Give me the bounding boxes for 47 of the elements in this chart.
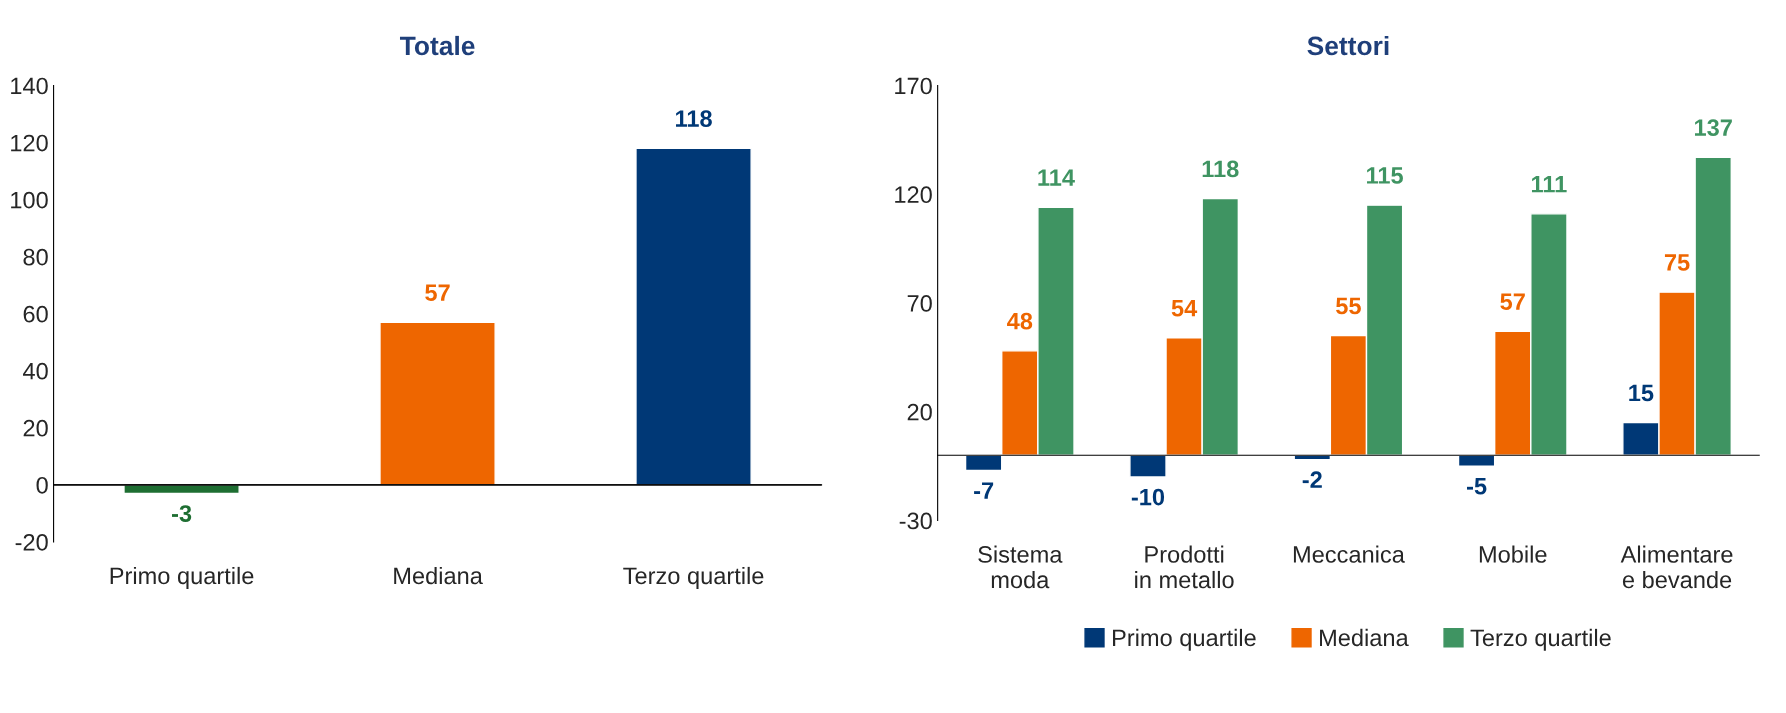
y-tick-label: 120 — [11, 134, 48, 152]
data-label: 57 — [425, 284, 450, 301]
y-tick-label: 20 — [907, 403, 932, 421]
x-tick-label: Mobile — [1479, 545, 1547, 563]
y-tick-label: 100 — [11, 191, 48, 209]
data-label: 115 — [1367, 167, 1403, 184]
x-tick-label: Meccanica — [1293, 545, 1405, 563]
data-label: 118 — [1202, 160, 1239, 178]
y-tick-label: 70 — [907, 295, 932, 312]
y-tick-label: 170 — [895, 77, 932, 95]
y-tick-label: 120 — [895, 186, 932, 204]
bar — [635, 147, 752, 486]
data-label: 15 — [1629, 384, 1654, 402]
data-label: 114 — [1038, 169, 1075, 186]
data-label: 54 — [1171, 300, 1198, 317]
x-tick-label: Prodotti in metallo — [1135, 545, 1234, 589]
data-label: -7 — [974, 482, 994, 499]
y-tick-label: 140 — [11, 77, 48, 95]
data-label: 55 — [1336, 297, 1361, 315]
x-tick-label: Alimentare e bevande — [1620, 545, 1733, 589]
data-label: 111 — [1531, 176, 1567, 193]
legend-label: Primo quartile — [1113, 628, 1256, 651]
x-tick-label: Mediana — [394, 566, 483, 585]
x-tick-label: Sistema moda — [978, 545, 1063, 589]
y-tick-label: 60 — [23, 305, 48, 323]
data-label: 75 — [1664, 254, 1690, 271]
y-tick-label: 20 — [23, 419, 48, 437]
bar — [379, 321, 496, 486]
x-tick-label: Primo quartile — [110, 566, 254, 589]
data-label: -3 — [172, 505, 192, 522]
data-label: -2 — [1302, 471, 1322, 488]
y-tick-label: -30 — [899, 512, 932, 530]
data-label: -10 — [1131, 488, 1165, 506]
y-tick-label: 80 — [23, 248, 48, 266]
data-label: 57 — [1500, 293, 1525, 310]
legend-label: Mediana — [1320, 628, 1409, 647]
data-label: -5 — [1467, 478, 1487, 495]
y-tick-label: 0 — [36, 476, 48, 494]
chart-title: Settori — [1307, 35, 1389, 56]
x-tick-label: Terzo quartile — [623, 566, 764, 589]
legend-label: Terzo quartile — [1470, 628, 1611, 651]
data-label: 137 — [1694, 119, 1732, 137]
chart-title: Totale — [399, 35, 475, 56]
y-tick-label: 40 — [23, 362, 48, 380]
y-tick-label: -20 — [15, 533, 48, 551]
data-label: 48 — [1007, 312, 1033, 330]
data-label: 118 — [676, 110, 712, 127]
